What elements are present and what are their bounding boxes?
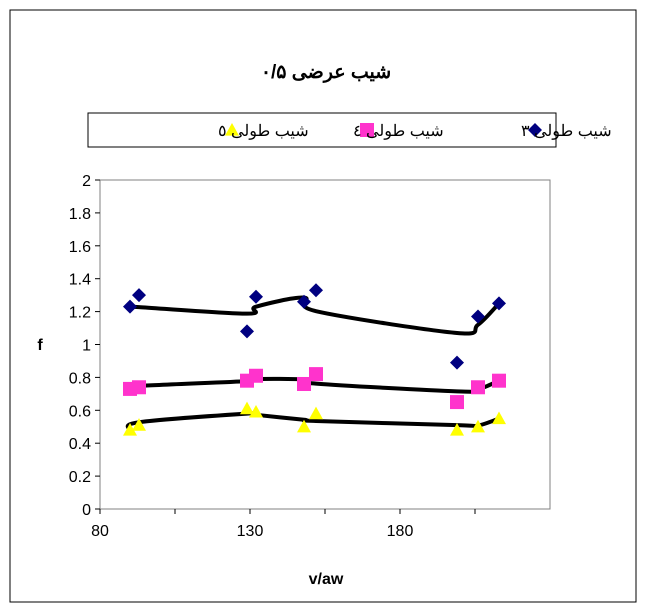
data-point-series-1 xyxy=(471,309,485,324)
y-tick-label: 1.4 xyxy=(69,272,91,289)
data-point-series-2 xyxy=(249,368,263,383)
data-point-series-1 xyxy=(123,299,137,314)
data-point-series-3 xyxy=(492,411,506,425)
legend-label-3: شیب طولی ٥ xyxy=(218,123,309,140)
x-axis-label: v/aw xyxy=(309,571,344,588)
chart-title: شیب عرضی ۰/۵ xyxy=(261,62,391,83)
legend-label-2: شیب طولی ٤ xyxy=(353,123,444,140)
legend-label-1: شیب طولی ۳ xyxy=(521,123,612,140)
data-point-series-3 xyxy=(309,406,323,420)
legend-marker-1 xyxy=(528,123,542,137)
legend-marker-3 xyxy=(225,123,239,136)
data-point-series-1 xyxy=(309,283,323,298)
data-point-series-3 xyxy=(471,419,485,433)
legend-marker-2 xyxy=(360,123,374,137)
data-point-series-1 xyxy=(450,355,464,370)
data-point-series-1 xyxy=(132,288,146,303)
data-point-series-3 xyxy=(123,423,137,436)
legend: شیب طولی ۳ شیب طولی ٤ شیب طولی ٥ xyxy=(87,112,612,148)
y-tick-label: 0.8 xyxy=(69,370,91,387)
data-point-series-2 xyxy=(450,395,464,410)
data-point-series-3 xyxy=(297,419,311,433)
plot-area xyxy=(99,179,551,510)
data-point-series-2 xyxy=(309,367,323,382)
y-tick-label: 0.4 xyxy=(69,436,91,453)
legend-box xyxy=(87,112,557,148)
y-tick-label: 1 xyxy=(82,338,91,355)
x-tick-label: 80 xyxy=(91,523,109,540)
data-point-series-3 xyxy=(132,418,146,431)
y-tick-label: 1.6 xyxy=(69,239,91,256)
y-axis-label: f xyxy=(37,337,43,354)
x-tick-label: 130 xyxy=(237,523,264,540)
y-tick-label: 0.6 xyxy=(69,403,91,420)
data-point-series-1 xyxy=(249,289,263,304)
data-point-series-2 xyxy=(297,376,311,391)
x-tick-label: 180 xyxy=(387,523,414,540)
data-point-series-3 xyxy=(240,401,254,415)
data-point-series-1 xyxy=(240,324,254,339)
data-point-series-3 xyxy=(249,404,263,418)
data-point-series-1 xyxy=(492,296,506,311)
data-point-series-2 xyxy=(492,373,506,388)
data-point-series-2 xyxy=(132,380,146,395)
y-tick-label: 0.2 xyxy=(69,469,91,486)
y-tick-label: 1.2 xyxy=(69,305,91,322)
data-point-series-3 xyxy=(450,423,464,436)
y-tick-label: 1.8 xyxy=(69,206,91,223)
data-point-series-2 xyxy=(471,380,485,395)
y-tick-label: 2 xyxy=(82,173,91,190)
data-point-series-1 xyxy=(297,294,311,309)
y-tick-label: 0 xyxy=(82,502,91,519)
